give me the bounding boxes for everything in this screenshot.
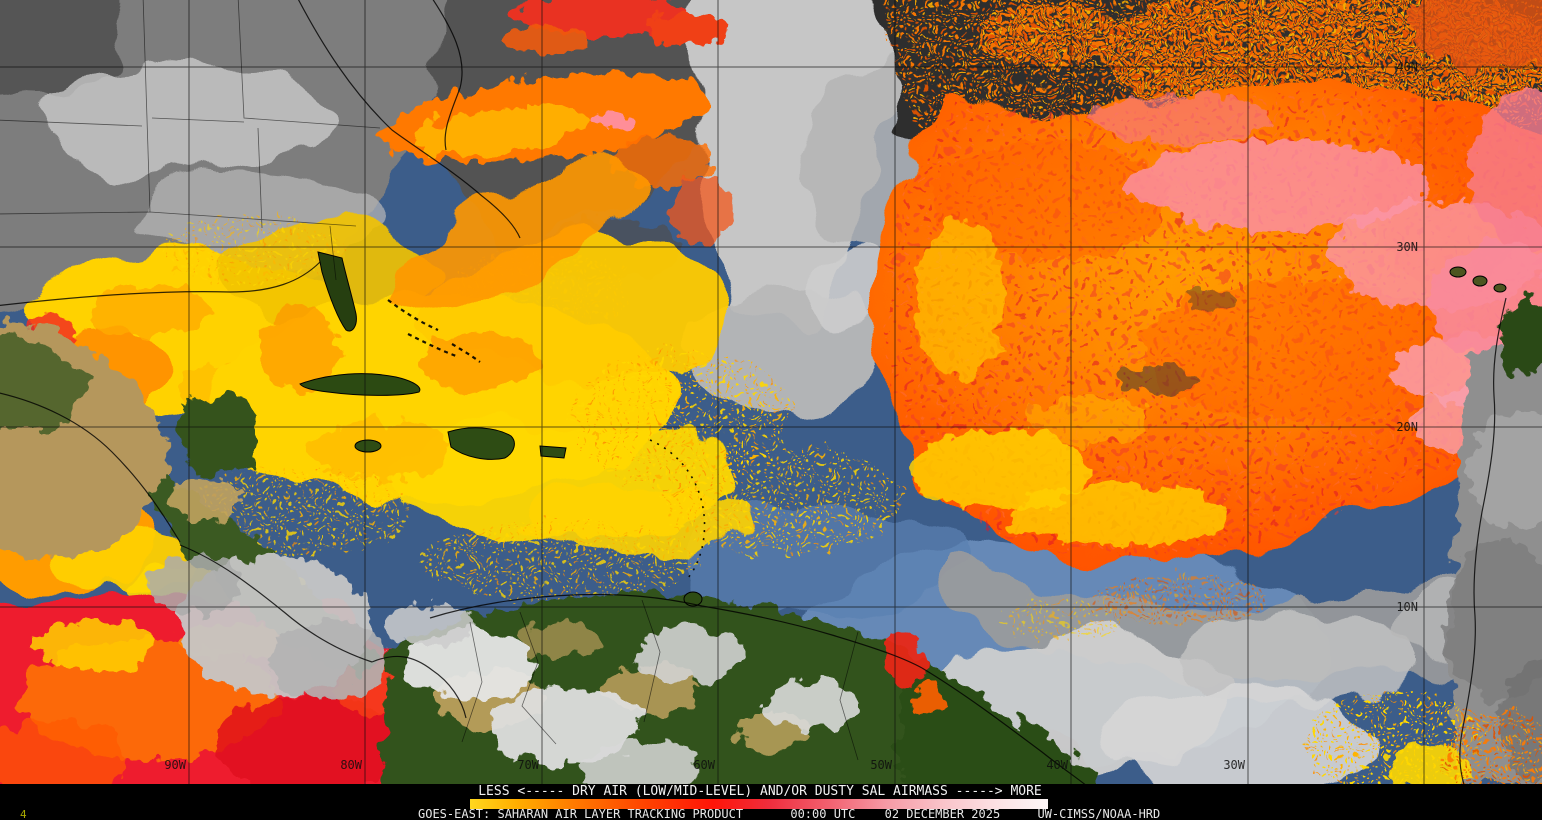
status-time: 00:00 UTC — [790, 807, 856, 820]
graticule — [0, 0, 1542, 784]
status-credit: UW-CIMSS/NOAA-HRD — [1037, 807, 1161, 820]
lon-label-50w: 50W — [870, 758, 892, 772]
lon-label-80w: 80W — [340, 758, 362, 772]
legend-gradient-bar — [470, 799, 1048, 809]
political-borders — [0, 0, 859, 761]
lat-label-30n: 30N — [1396, 240, 1418, 254]
frame-number: 4 — [20, 808, 27, 820]
lat-label-10n: 10N — [1396, 600, 1418, 614]
status-date: 02 DECEMBER 2025 — [884, 807, 1001, 820]
lat-label-40n: 40N — [1396, 60, 1418, 74]
coastlines — [0, 0, 1507, 784]
lon-label-40w: 40W — [1046, 758, 1068, 772]
lon-label-60w: 60W — [693, 758, 715, 772]
product-title: GOES-EAST: SAHARAN AIR LAYER TRACKING PR… — [418, 807, 744, 820]
graticule-labels: 40N 30N 20N 10N 90W 80W 70W 60W 50W 40W … — [164, 60, 1418, 772]
lon-label-30w: 30W — [1223, 758, 1245, 772]
satellite-imagery: 40N 30N 20N 10N 90W 80W 70W 60W 50W 40W … — [0, 0, 1542, 784]
lon-label-90w: 90W — [164, 758, 186, 772]
bottom-bar: 4 LESS <----- DRY AIR (LOW/MID-LEVEL) AN… — [0, 784, 1542, 820]
lon-label-70w: 70W — [517, 758, 539, 772]
satellite-imagery-layer — [0, 0, 1542, 784]
caribbean-islands — [299, 251, 1507, 607]
lat-label-20n: 20N — [1396, 420, 1418, 434]
satellite-map: 40N 30N 20N 10N 90W 80W 70W 60W 50W 40W … — [0, 0, 1542, 784]
legend-label: LESS <----- DRY AIR (LOW/MID-LEVEL) AND/… — [478, 784, 1042, 799]
status-bar: GOES-EAST: SAHARAN AIR LAYER TRACKING PR… — [418, 807, 1161, 820]
